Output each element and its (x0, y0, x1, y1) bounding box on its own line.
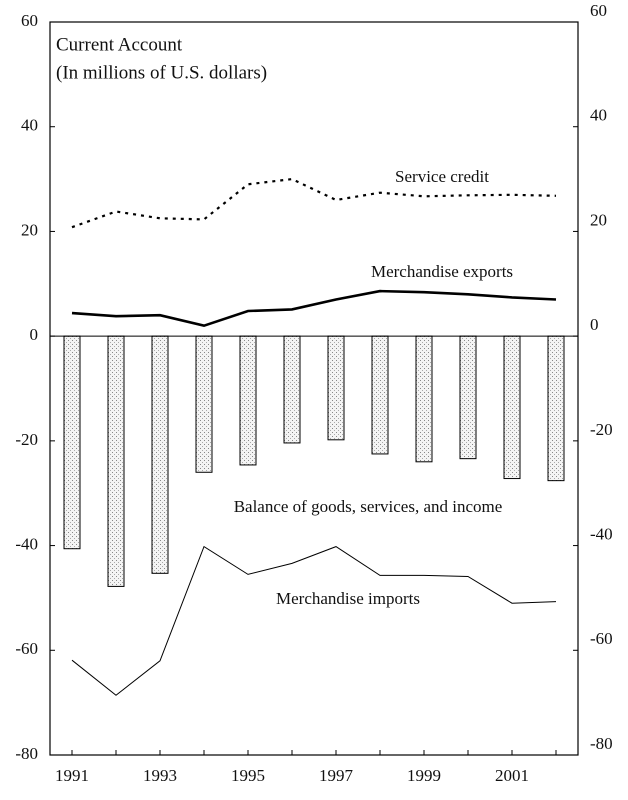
line (71, 289, 557, 328)
series-label: Merchandise exports (371, 262, 513, 281)
x-tick-label: 1997 (319, 766, 354, 785)
y-tick-label: 40 (21, 116, 38, 135)
y2-tick-label: -80 (590, 734, 613, 753)
y-tick-label: -60 (15, 639, 38, 658)
y-tick-label: 60 (21, 11, 38, 30)
y2-tick-label: 20 (590, 210, 607, 229)
y-tick-label: 0 (30, 325, 39, 344)
y2-tick-label: -20 (590, 420, 613, 439)
y2-tick-label: 60 (590, 1, 607, 20)
y-tick-label: -80 (15, 744, 38, 763)
bar (371, 335, 389, 455)
line (71, 545, 557, 696)
x-tick-label: 1999 (407, 766, 441, 785)
x-tick-label: 1995 (231, 766, 265, 785)
bar (283, 335, 301, 444)
bar (415, 335, 433, 463)
line (71, 177, 557, 229)
y2-tick-label: -60 (590, 629, 613, 648)
chart-subtitle: (In millions of U.S. dollars) (56, 62, 267, 83)
y2-tick-label: -40 (590, 524, 613, 543)
y-tick-label: 20 (21, 220, 38, 239)
chart-title: Current Account (56, 34, 183, 55)
plot-frame (49, 21, 579, 756)
bar (547, 335, 565, 482)
y2-tick-label: 0 (590, 315, 599, 334)
bar (195, 335, 213, 473)
y2-tick-label: 40 (590, 106, 607, 125)
x-tick-label: 1993 (143, 766, 177, 785)
bar (151, 335, 169, 574)
series-label: Balance of goods, services, and income (234, 497, 503, 516)
x-tick-label: 1991 (55, 766, 89, 785)
series-label: Merchandise imports (276, 589, 420, 608)
y-tick-label: -20 (15, 430, 38, 449)
bar (107, 335, 125, 587)
bar (459, 335, 477, 460)
x-tick-label: 2001 (495, 766, 529, 785)
bar (327, 335, 345, 441)
bar (503, 335, 521, 480)
bar (63, 335, 81, 550)
bar (239, 335, 257, 466)
series-label: Service credit (395, 167, 489, 186)
y-tick-label: -40 (15, 534, 38, 553)
